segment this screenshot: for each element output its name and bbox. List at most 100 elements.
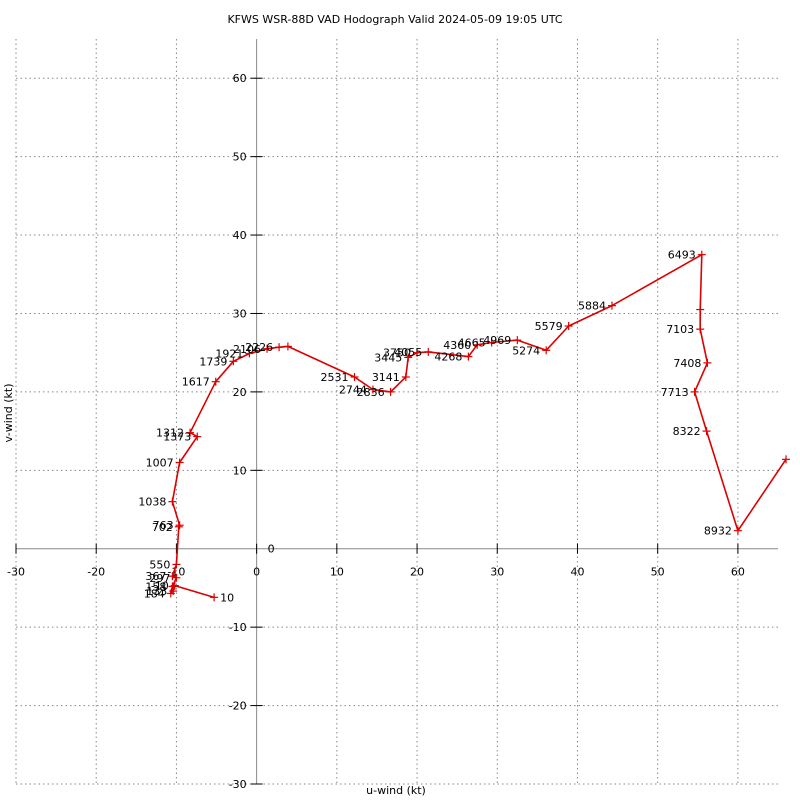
data-point-marker [263, 344, 272, 353]
data-point-marker [487, 338, 496, 347]
data-point-marker [473, 340, 482, 349]
point-label: 1038 [138, 496, 166, 509]
x-tick-label: 0 [253, 566, 260, 579]
data-point-marker [275, 343, 284, 352]
data-point-marker [702, 427, 711, 436]
data-point-marker [696, 325, 705, 334]
point-label: 5274 [512, 344, 540, 357]
chart-title: KFWS WSR-88D VAD Hodograph Valid 2024-05… [227, 13, 562, 26]
data-point-marker [193, 432, 202, 441]
point-label: 550 [149, 558, 170, 571]
data-point-marker [401, 372, 410, 381]
data-point-marker [696, 305, 705, 314]
point-markers [166, 250, 791, 602]
point-label: 367 [145, 570, 166, 583]
point-label: 763 [153, 519, 174, 532]
data-point-marker [175, 521, 184, 530]
data-point-marker [211, 377, 220, 386]
data-point-marker [513, 336, 522, 345]
point-label: 4055 [394, 346, 422, 359]
data-point-marker [168, 582, 177, 591]
point-label: 4268 [434, 351, 462, 364]
point-label: 297 [149, 572, 170, 585]
y-axis-label: v-wind (kt) [2, 384, 15, 443]
data-point-marker [703, 358, 712, 367]
data-point-marker [782, 455, 791, 464]
point-label: 4969 [483, 334, 511, 347]
y-tick-label: -10 [229, 621, 247, 634]
y-tick-label: 40 [233, 229, 247, 242]
point-label: 3445 [374, 351, 402, 364]
x-tick-label: -20 [87, 566, 105, 579]
point-label: 2531 [320, 371, 348, 384]
point-label: 1373 [163, 431, 191, 444]
data-point-marker [168, 572, 177, 581]
point-label: 158 [145, 580, 166, 593]
x-axis-label: u-wind (kt) [366, 784, 426, 797]
data-point-marker [697, 250, 706, 259]
data-point-marker [166, 589, 175, 598]
data-point-marker [690, 387, 699, 396]
data-point-marker [174, 522, 183, 531]
point-label: -10 [151, 580, 169, 593]
data-point-marker [245, 349, 254, 358]
y-tick-label: 60 [233, 72, 247, 85]
data-point-marker [386, 387, 395, 396]
y-tick-label: 0 [268, 543, 275, 556]
point-label: 2226 [245, 341, 273, 354]
point-label: 4665 [458, 336, 486, 349]
point-label: 7408 [673, 357, 701, 370]
point-label: 702 [152, 521, 173, 534]
point-label: 1617 [182, 376, 210, 389]
data-point-marker [172, 560, 181, 569]
x-tick-label: 40 [570, 566, 584, 579]
y-tick-label: 50 [233, 151, 247, 164]
point-label: 5884 [578, 300, 606, 313]
data-point-marker [175, 458, 184, 467]
data-point-marker [404, 353, 413, 362]
x-tick-label: -30 [7, 566, 25, 579]
hodograph-series [170, 253, 787, 599]
point-label: 2744 [339, 384, 367, 397]
x-tick-label: 10 [330, 566, 344, 579]
x-tick-label: 50 [651, 566, 665, 579]
point-label: 3750 [383, 347, 411, 360]
data-point-marker [350, 372, 359, 381]
data-point-marker [424, 347, 433, 356]
x-tick-label: 20 [410, 566, 424, 579]
point-label: 8322 [673, 425, 701, 438]
data-point-marker [607, 301, 616, 310]
y-tick-label: -30 [229, 778, 247, 791]
point-label: 133 [146, 585, 167, 598]
data-point-marker [210, 593, 219, 602]
point-label: 6493 [668, 249, 696, 262]
data-point-marker [542, 346, 551, 355]
data-point-marker [368, 385, 377, 394]
point-label: 1739 [199, 355, 227, 368]
point-label: 1007 [146, 456, 174, 469]
data-point-marker [168, 497, 177, 506]
data-point-marker [413, 348, 422, 357]
data-point-marker [229, 357, 238, 366]
y-tick-label: -20 [229, 700, 247, 713]
data-point-marker [733, 526, 742, 535]
hodograph-line [170, 253, 787, 599]
y-tick-label: 20 [233, 386, 247, 399]
point-label: 10 [220, 591, 234, 604]
x-tick-label: 60 [731, 566, 745, 579]
point-label: 1921 [215, 347, 243, 360]
point-label: 184 [144, 587, 165, 600]
point-label: 1312 [156, 427, 184, 440]
x-tick-label: 30 [490, 566, 504, 579]
data-point-marker [283, 342, 292, 351]
y-tick-label: 30 [233, 307, 247, 320]
point-label: 5579 [535, 320, 563, 333]
data-point-marker [186, 428, 195, 437]
point-label: 7103 [666, 323, 694, 336]
point-label: 2106 [233, 343, 261, 356]
data-point-marker [464, 352, 473, 361]
y-tick-label: 10 [233, 464, 247, 477]
point-label: 7713 [661, 386, 689, 399]
